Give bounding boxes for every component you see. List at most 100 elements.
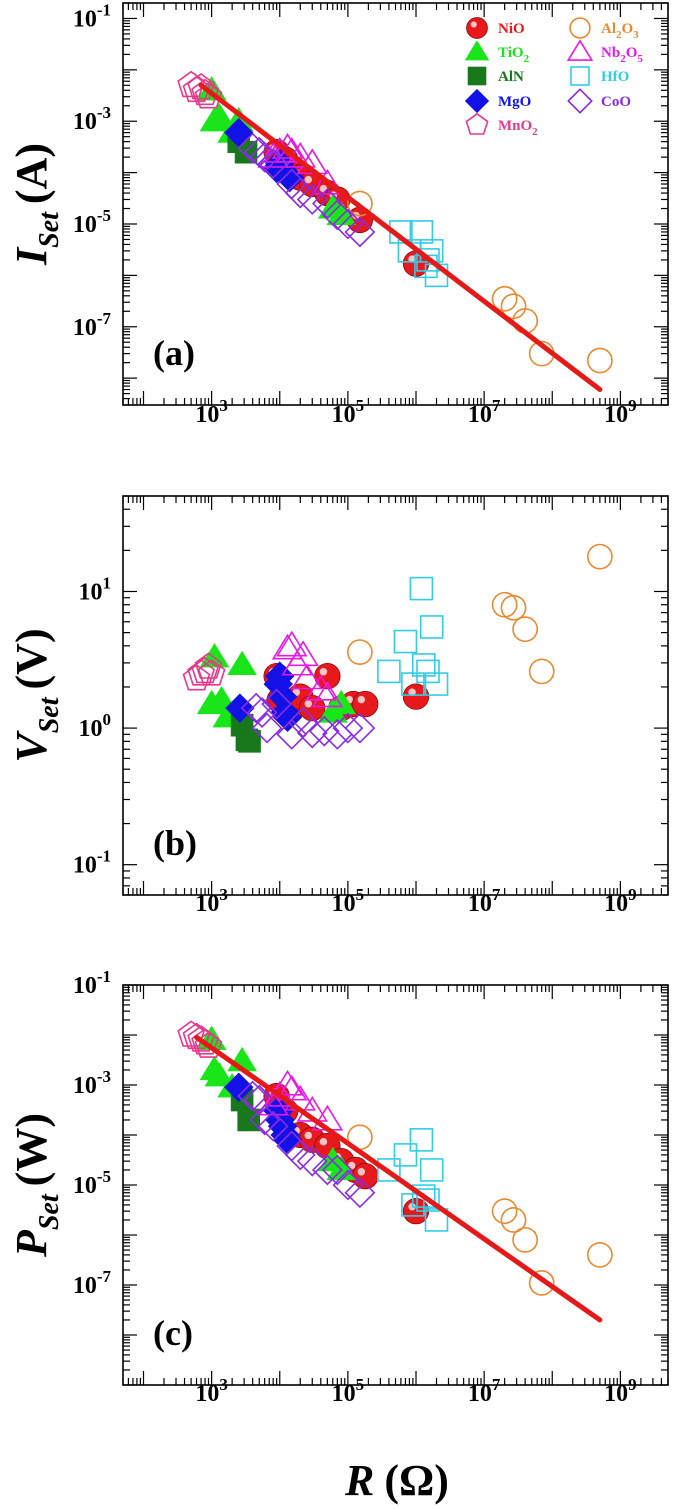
data-point xyxy=(296,1145,328,1177)
data-point xyxy=(411,1184,436,1208)
x-tick-exp: 7 xyxy=(492,885,501,904)
y-tick-label: 101 xyxy=(79,573,112,605)
x-axis-label-main: R xyxy=(344,1456,374,1505)
data-point xyxy=(326,689,357,715)
data-point xyxy=(257,141,289,168)
data-point xyxy=(308,715,340,747)
data-point xyxy=(311,1154,343,1186)
series-CoO xyxy=(237,1080,376,1209)
series-Al2O3 xyxy=(346,190,613,374)
legend-item-MnO2: MnO2 xyxy=(465,112,538,138)
legend-label-text: HfO xyxy=(601,69,629,85)
x-tick-label: 109 xyxy=(604,1375,637,1407)
x-tick-base: 10 xyxy=(604,891,628,917)
legend-label-text: O xyxy=(626,45,638,61)
data-point xyxy=(276,630,308,657)
data-point xyxy=(419,1158,444,1182)
data-point xyxy=(419,615,444,639)
y-tick-exp: -1 xyxy=(97,967,111,986)
legend-label-text: TiO xyxy=(498,45,524,61)
y-tick-label: 10-5 xyxy=(73,206,111,238)
data-point xyxy=(512,307,539,334)
data-point xyxy=(249,141,281,173)
legend-label-text: MnO xyxy=(498,118,532,134)
data-point xyxy=(586,543,613,570)
series-CoO xyxy=(240,688,376,750)
data-point xyxy=(416,659,440,684)
data-point xyxy=(177,70,206,98)
legend-marker xyxy=(567,88,593,114)
legend-marker xyxy=(467,66,487,86)
plot-frame xyxy=(122,2,669,406)
y-axis-label-unit: (W) xyxy=(7,1113,56,1186)
y-tick-label: 10-1 xyxy=(73,967,111,999)
data-point xyxy=(199,643,230,668)
legend-item-Al2O3: Al2O3 xyxy=(569,17,639,41)
legend-marker xyxy=(464,40,490,61)
data-point xyxy=(194,82,223,109)
y-tick-exp: -7 xyxy=(97,1267,112,1286)
data-point xyxy=(352,690,379,718)
series-MnO2 xyxy=(177,70,223,109)
data-point xyxy=(237,1080,269,1112)
data-point xyxy=(393,629,418,654)
data-point xyxy=(528,658,555,685)
y-tick-exp: -3 xyxy=(97,1067,111,1086)
legend-label: AlN xyxy=(498,69,524,85)
data-point xyxy=(305,674,337,701)
data-point xyxy=(491,1198,518,1225)
data-points xyxy=(177,1020,613,1296)
data-point xyxy=(243,1084,275,1116)
x-tick-label: 107 xyxy=(468,396,501,428)
y-tick-exp: -5 xyxy=(97,1167,111,1186)
data-point xyxy=(271,633,304,660)
x-tick-base: 10 xyxy=(468,891,492,917)
legend-label-text: O xyxy=(622,21,634,37)
data-point xyxy=(332,712,364,744)
y-axis-label-main: I xyxy=(7,246,56,266)
legend-item-HfO: HfO xyxy=(570,66,629,86)
data-point xyxy=(251,712,283,744)
y-tick-base: 10 xyxy=(73,212,97,238)
data-point xyxy=(411,653,436,677)
x-tick-exp: 3 xyxy=(219,396,228,415)
x-tick-label: 107 xyxy=(468,885,501,917)
y-tick-base: 10 xyxy=(73,6,97,32)
x-tick-base: 10 xyxy=(604,402,628,428)
data-point xyxy=(393,1143,418,1167)
legend-label-sub: 2 xyxy=(524,53,530,65)
series-TiO2 xyxy=(196,643,357,728)
legend-label-text: NiO xyxy=(498,21,525,37)
y-axis-label-sub: Set xyxy=(34,696,65,733)
data-point xyxy=(291,663,323,690)
y-axis-label: PSet (W) xyxy=(7,1113,65,1258)
legend-item-CoO: CoO xyxy=(567,88,631,114)
y-tick-base: 10 xyxy=(73,315,97,341)
y-tick-base: 10 xyxy=(73,1173,97,1199)
legend-marker xyxy=(570,66,590,86)
x-tick-base: 10 xyxy=(195,891,219,917)
fit-line xyxy=(194,1034,603,1323)
x-tick-base: 10 xyxy=(332,891,356,917)
x-tick-base: 10 xyxy=(195,402,219,428)
data-point xyxy=(249,1104,281,1136)
series-HfO xyxy=(377,576,449,696)
x-tick-exp: 3 xyxy=(219,1375,228,1394)
legend-label-text: MgO xyxy=(498,94,531,110)
data-point xyxy=(225,693,255,723)
series-Al2O3 xyxy=(346,543,613,685)
data-point xyxy=(528,1270,555,1296)
y-ticks xyxy=(123,984,668,1386)
legend-label-sub: 5 xyxy=(637,53,643,65)
legend-label-text: Nb xyxy=(601,45,620,61)
data-point xyxy=(182,664,211,691)
data-point xyxy=(240,692,272,724)
y-axis-label-sub: Set xyxy=(34,1193,65,1230)
x-tick-label: 109 xyxy=(604,885,637,917)
y-tick-label: 10-3 xyxy=(73,103,111,135)
legend-label: TiO2 xyxy=(498,45,530,65)
y-tick-base: 10 xyxy=(73,1273,97,1299)
x-ticks xyxy=(122,985,669,1385)
